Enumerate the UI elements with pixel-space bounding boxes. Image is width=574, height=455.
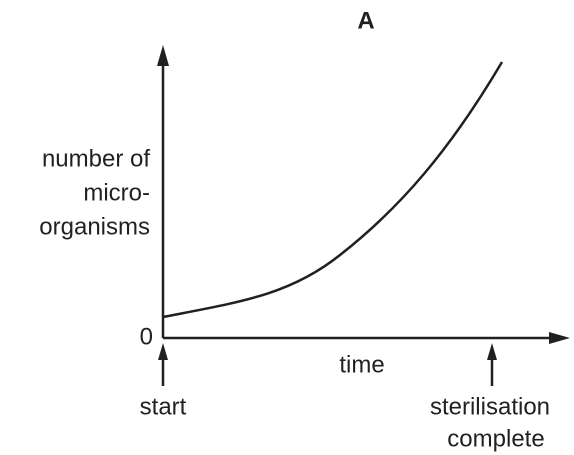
y-axis-arrow xyxy=(157,45,169,66)
curve xyxy=(162,61,504,319)
x-axis-arrow xyxy=(549,332,570,344)
marker-arrow-head xyxy=(158,343,168,360)
y-axis-label: number of xyxy=(42,145,150,172)
marker-label: start xyxy=(140,393,187,420)
marker-arrow-head xyxy=(487,343,497,360)
title: A xyxy=(357,7,374,34)
y-axis-label: organisms xyxy=(39,213,150,240)
origin-label: 0 xyxy=(140,323,153,350)
x-axis-label: time xyxy=(339,351,384,378)
y-axis-label: micro- xyxy=(83,179,150,206)
marker-label: sterilisation xyxy=(430,393,550,420)
marker-label: complete xyxy=(447,425,544,452)
